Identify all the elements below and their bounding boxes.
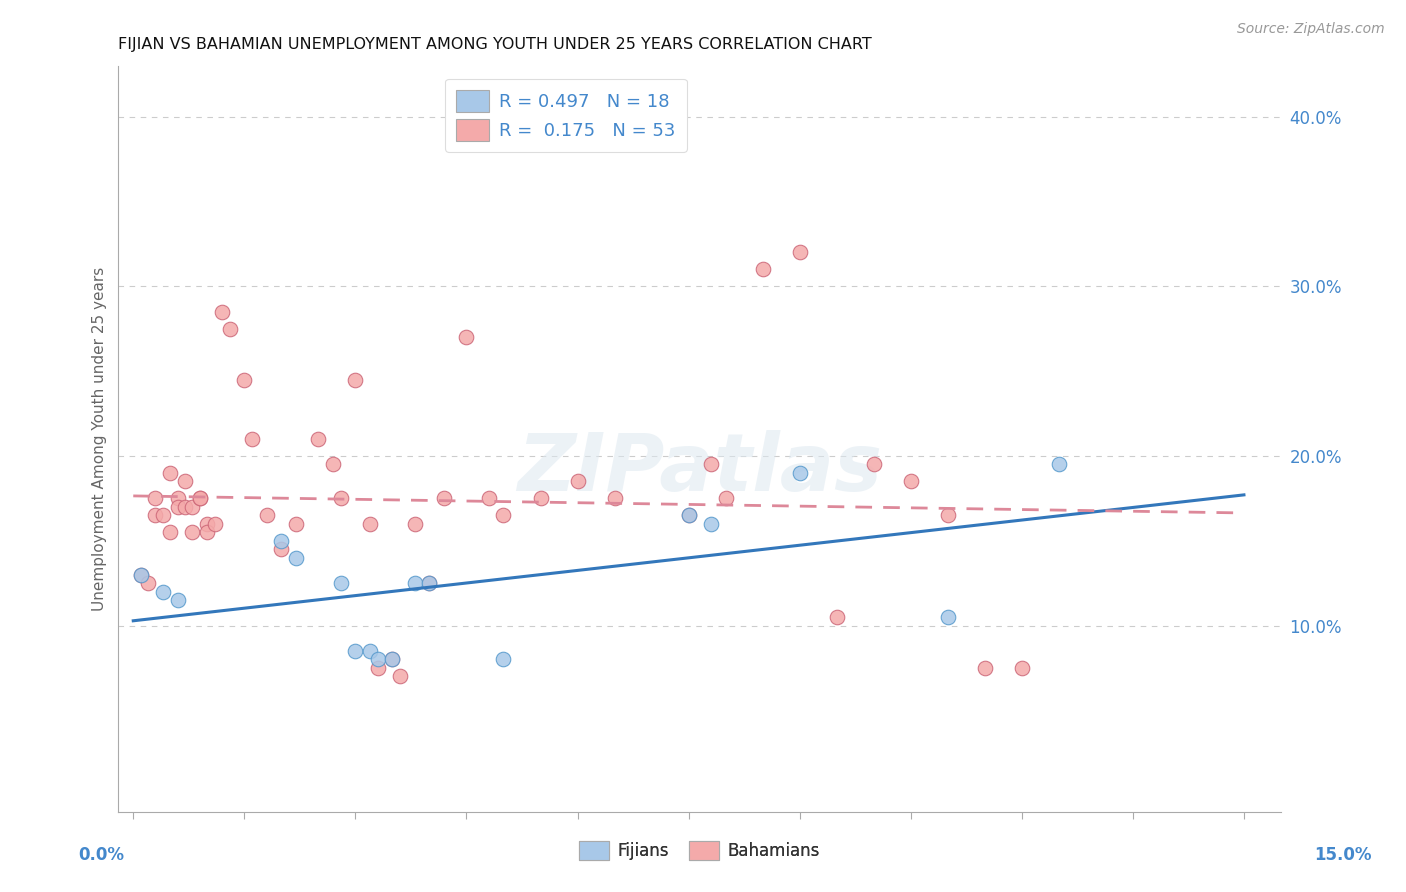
- Point: [129, 567, 152, 582]
- Point: [678, 508, 700, 523]
- Point: [152, 508, 174, 523]
- Point: [195, 516, 218, 531]
- Point: [240, 432, 263, 446]
- Point: [174, 475, 197, 489]
- Point: [307, 432, 329, 446]
- Point: [700, 516, 723, 531]
- Text: Source: ZipAtlas.com: Source: ZipAtlas.com: [1237, 22, 1385, 37]
- Point: [218, 322, 240, 336]
- Point: [936, 610, 959, 624]
- Point: [492, 508, 515, 523]
- Point: [367, 652, 389, 666]
- Point: [825, 610, 848, 624]
- Point: [388, 669, 411, 683]
- Point: [359, 644, 381, 658]
- Point: [211, 305, 233, 319]
- Point: [700, 458, 723, 472]
- Point: [751, 262, 773, 277]
- Point: [344, 644, 367, 658]
- Point: [159, 466, 181, 480]
- Point: [478, 491, 501, 506]
- Point: [973, 661, 995, 675]
- Point: [456, 330, 478, 344]
- Point: [145, 491, 167, 506]
- Point: [359, 516, 381, 531]
- Text: FIJIAN VS BAHAMIAN UNEMPLOYMENT AMONG YOUTH UNDER 25 YEARS CORRELATION CHART: FIJIAN VS BAHAMIAN UNEMPLOYMENT AMONG YO…: [118, 37, 872, 53]
- Point: [678, 508, 700, 523]
- Point: [166, 593, 188, 607]
- Point: [404, 576, 426, 591]
- Point: [492, 652, 515, 666]
- Point: [418, 576, 440, 591]
- Point: [188, 491, 211, 506]
- Point: [270, 533, 292, 548]
- Point: [129, 567, 152, 582]
- Point: [166, 491, 188, 506]
- Point: [285, 516, 308, 531]
- Point: [256, 508, 278, 523]
- Text: 0.0%: 0.0%: [79, 846, 124, 863]
- Point: [381, 652, 404, 666]
- Point: [285, 550, 308, 565]
- Y-axis label: Unemployment Among Youth under 25 years: Unemployment Among Youth under 25 years: [93, 267, 107, 611]
- Point: [204, 516, 226, 531]
- Point: [174, 500, 197, 514]
- Point: [270, 542, 292, 557]
- Point: [195, 525, 218, 540]
- Point: [329, 491, 352, 506]
- Point: [936, 508, 959, 523]
- Point: [529, 491, 551, 506]
- Point: [433, 491, 456, 506]
- Point: [789, 245, 811, 260]
- Point: [567, 475, 589, 489]
- Point: [900, 475, 922, 489]
- Point: [152, 584, 174, 599]
- Point: [322, 458, 344, 472]
- Point: [188, 491, 211, 506]
- Point: [789, 466, 811, 480]
- Legend: Fijians, Bahamians: Fijians, Bahamians: [572, 835, 827, 867]
- Point: [367, 661, 389, 675]
- Point: [344, 373, 367, 387]
- Point: [603, 491, 626, 506]
- Point: [166, 500, 188, 514]
- Point: [136, 576, 159, 591]
- Point: [404, 516, 426, 531]
- Point: [145, 508, 167, 523]
- Point: [714, 491, 737, 506]
- Point: [329, 576, 352, 591]
- Point: [381, 652, 404, 666]
- Text: ZIPatlas: ZIPatlas: [517, 430, 882, 508]
- Point: [1011, 661, 1033, 675]
- Point: [181, 500, 204, 514]
- Text: 15.0%: 15.0%: [1315, 846, 1371, 863]
- Point: [1047, 458, 1070, 472]
- Point: [862, 458, 884, 472]
- Point: [159, 525, 181, 540]
- Point: [418, 576, 440, 591]
- Point: [233, 373, 256, 387]
- Point: [181, 525, 204, 540]
